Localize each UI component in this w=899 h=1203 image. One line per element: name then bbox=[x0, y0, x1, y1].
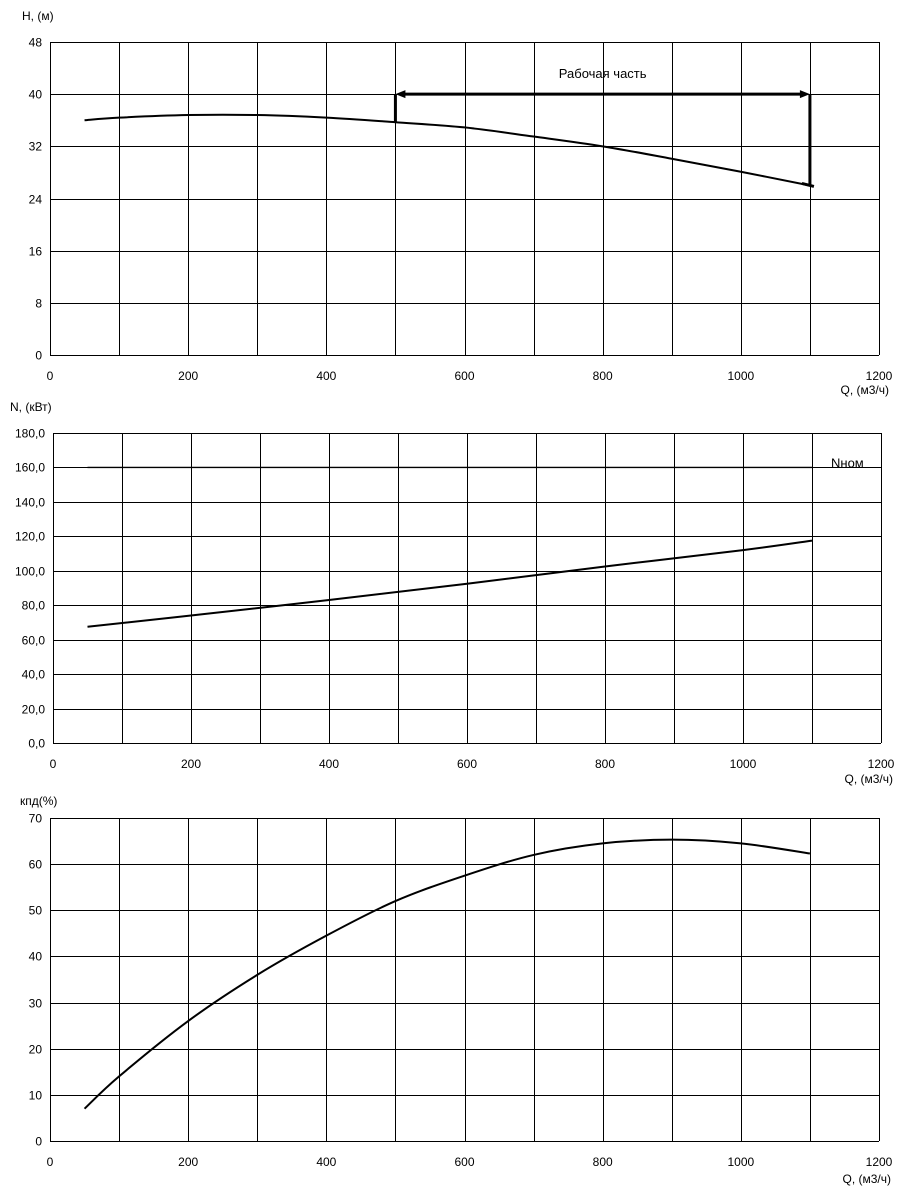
chart-3: 0 10 20 30 40 50 60 70 0 200 400 600 800 1000 1200 кпд(… bbox=[20, 794, 893, 1186]
range-arrowhead-left bbox=[395, 90, 406, 99]
y-tick-label: 40,0 bbox=[22, 668, 46, 682]
series-line bbox=[83, 838, 811, 1110]
x-axis-label: Q, (м3/ч) bbox=[844, 772, 893, 786]
y-tick-label: 16 bbox=[29, 245, 43, 259]
y-tick-label: 0 bbox=[35, 1135, 42, 1149]
series-line bbox=[87, 539, 813, 628]
series-line bbox=[84, 113, 811, 187]
y-tick-label: 60 bbox=[29, 858, 43, 872]
y-tick-label: 50 bbox=[29, 904, 43, 918]
y-tick-label: 32 bbox=[29, 140, 43, 154]
x-tick-label: 600 bbox=[454, 369, 474, 383]
x-tick-label: 1000 bbox=[727, 369, 754, 383]
y-tick-label: 20 bbox=[29, 1043, 43, 1057]
y-axis-label: кпд(%) bbox=[20, 794, 57, 808]
x-tick-label: 1200 bbox=[866, 369, 893, 383]
series-label-nominal: Nном bbox=[831, 455, 864, 470]
range-annotation-label: Рабочая часть bbox=[559, 66, 647, 81]
y-tick-label: 40 bbox=[29, 950, 43, 964]
x-tick-label: 200 bbox=[178, 1155, 198, 1169]
y-tick-label: 0 bbox=[35, 349, 42, 363]
range-end-tick bbox=[801, 182, 815, 188]
x-tick-label: 1200 bbox=[868, 757, 895, 771]
x-tick-label: 0 bbox=[50, 757, 57, 771]
y-tick-label: 40 bbox=[29, 88, 43, 102]
y-tick-label: 20,0 bbox=[22, 703, 46, 717]
y-tick-label: 30 bbox=[29, 997, 43, 1011]
y-tick-label: 70 bbox=[29, 812, 43, 826]
y-tick-label: 0,0 bbox=[28, 737, 45, 751]
x-tick-label: 400 bbox=[316, 1155, 336, 1169]
x-tick-label: 1000 bbox=[730, 757, 757, 771]
chart-1: 0 8 16 24 32 40 48 0 200 400 600 800 1000 1200 H, (м) Q… bbox=[22, 9, 893, 397]
x-tick-label: 1000 bbox=[727, 1155, 754, 1169]
y-tick-label: 140,0 bbox=[15, 496, 45, 510]
y-axis-label: H, (м) bbox=[22, 9, 54, 23]
y-tick-label: 180,0 bbox=[15, 427, 45, 441]
y-tick-label: 100,0 bbox=[15, 565, 45, 579]
x-tick-label: 600 bbox=[454, 1155, 474, 1169]
x-tick-label: 400 bbox=[316, 369, 336, 383]
y-tick-label: 10 bbox=[29, 1089, 43, 1103]
range-arrowhead-right bbox=[799, 90, 810, 99]
x-tick-label: 200 bbox=[178, 369, 198, 383]
x-tick-label: 600 bbox=[457, 757, 477, 771]
x-axis-label: Q, (м3/ч) bbox=[842, 1172, 891, 1186]
x-tick-label: 0 bbox=[47, 369, 54, 383]
y-tick-label: 60,0 bbox=[22, 634, 46, 648]
x-tick-label: 800 bbox=[593, 1155, 613, 1169]
y-tick-label: 120,0 bbox=[15, 530, 45, 544]
x-tick-label: 200 bbox=[181, 757, 201, 771]
x-tick-label: 800 bbox=[595, 757, 615, 771]
y-axis-label: N, (кВт) bbox=[10, 400, 52, 414]
y-tick-label: 80,0 bbox=[22, 599, 46, 613]
y-tick-label: 160,0 bbox=[15, 461, 45, 475]
chart-2: 0,0 20,0 40,0 60,0 80,0 100,0 120,0 140,0 160,0 1… bbox=[10, 400, 895, 786]
y-tick-label: 8 bbox=[35, 297, 42, 311]
x-axis-label: Q, (м3/ч) bbox=[840, 383, 889, 397]
x-tick-label: 1200 bbox=[866, 1155, 893, 1169]
x-tick-label: 400 bbox=[319, 757, 339, 771]
x-tick-label: 800 bbox=[593, 369, 613, 383]
y-tick-label: 24 bbox=[29, 193, 43, 207]
x-tick-label: 0 bbox=[47, 1155, 54, 1169]
y-tick-label: 48 bbox=[29, 36, 43, 50]
